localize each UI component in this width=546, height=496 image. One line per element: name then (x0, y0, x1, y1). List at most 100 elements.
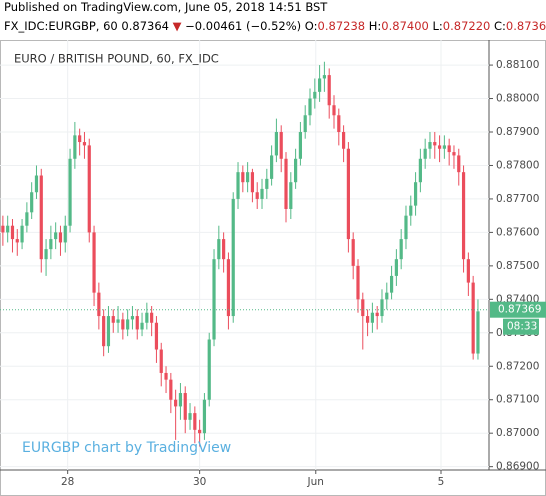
close: 0.87369 (505, 19, 546, 33)
chart-title: EURO / BRITISH POUND, 60, FX_IDC (14, 52, 219, 66)
candle-body (380, 299, 384, 317)
candle-body (409, 205, 413, 216)
candle-body (337, 115, 341, 133)
candle-body (442, 145, 446, 149)
candle-body (375, 312, 379, 317)
candle-body (130, 316, 135, 320)
candle-body (212, 259, 216, 340)
candle-body (140, 322, 144, 330)
candle-body (241, 172, 245, 183)
c-label: C: (494, 19, 506, 33)
candle-body (385, 292, 389, 300)
last-price-label: 0.87369 (498, 304, 541, 316)
published: Published on TradingView.com, June 05, 2… (4, 0, 328, 14)
header: Published on TradingView.com, June 05, 2… (0, 0, 546, 40)
candle-body (437, 145, 442, 149)
candle-body (15, 239, 19, 243)
candle-body (471, 282, 475, 354)
candle-body (303, 115, 307, 133)
candle-body (111, 316, 115, 323)
last-price-box (490, 301, 546, 318)
candle-body (394, 259, 398, 276)
candle-body (164, 372, 168, 380)
candle-body (78, 135, 82, 143)
candle-body (428, 142, 432, 149)
candle-body (447, 145, 451, 153)
candle-body (404, 215, 408, 240)
candle-body (461, 172, 466, 260)
high: 0.87400 (381, 19, 429, 33)
candle-body (6, 225, 10, 233)
candle-body (20, 225, 24, 243)
y-tick-label: 0.87000 (496, 427, 539, 439)
y-tick-label: 0.87800 (496, 159, 539, 171)
y-tick-label: 0.87700 (496, 193, 539, 205)
y-tick-label: 0.88100 (496, 59, 539, 71)
candle-body (102, 316, 106, 347)
candle-body (327, 75, 331, 106)
price: 0.87364 (121, 19, 169, 33)
candle-body (183, 393, 187, 420)
y-tick-label: 0.87200 (496, 360, 539, 372)
candle-body (207, 339, 211, 400)
y-tick-label: 0.87900 (496, 126, 539, 138)
candle-body (226, 259, 231, 317)
candle-body (198, 429, 202, 434)
candle-body (178, 393, 183, 407)
candle-body (44, 249, 48, 260)
candle-body (260, 188, 264, 199)
candle-body (246, 172, 250, 183)
quote-line: FX_IDC:EURGBP, 60 0.87364 ▼ −0.00461 (−0… (4, 19, 546, 33)
candles (0, 61, 489, 447)
candle-body (159, 349, 163, 373)
y-tick-label: 0.87500 (496, 260, 539, 272)
candle-body (255, 192, 259, 199)
candle-body (346, 148, 350, 240)
y-tick-label: 0.88000 (496, 93, 539, 105)
candle-body (25, 212, 29, 226)
y-tick-label: 0.87600 (496, 226, 539, 238)
candle-body (169, 379, 173, 400)
candle-body (193, 413, 197, 430)
candle-body (92, 232, 96, 293)
candle-body (270, 155, 274, 179)
candle-body (58, 232, 63, 243)
candle-body (389, 275, 394, 293)
candle-body (274, 132, 279, 156)
candle-body (236, 172, 240, 199)
candle-body (423, 148, 427, 159)
candle-body (413, 182, 418, 206)
x-tick-label: 30 (193, 476, 206, 488)
x-tick-label: 5 (438, 476, 445, 488)
candle-body (452, 152, 456, 156)
candle-body (135, 316, 139, 330)
symbol: FX_IDC:EURGBP, 60 (4, 19, 118, 33)
candle-body (68, 158, 72, 226)
arrow: ▼ (172, 19, 182, 33)
candle-body (202, 399, 207, 434)
candle-body (433, 142, 437, 146)
low: 0.87220 (442, 19, 491, 33)
countdown: 08:33 (507, 321, 537, 333)
y-tick-label: 0.87100 (496, 394, 539, 406)
candle-body (370, 312, 374, 323)
candle-body (322, 75, 327, 79)
candle-body (231, 198, 235, 317)
candle-body (126, 319, 130, 330)
candle-body (318, 78, 322, 92)
candle-body (39, 175, 43, 260)
candle-body (265, 178, 269, 189)
candle-body (116, 319, 120, 323)
candle-body (174, 399, 178, 407)
open: 0.87238 (317, 19, 366, 33)
y-tick-label: 0.86900 (496, 461, 539, 473)
o-label: O: (304, 19, 318, 33)
candle-body (145, 312, 149, 323)
candle-body (361, 299, 365, 317)
candle-body (217, 239, 221, 260)
candle-body (87, 145, 91, 233)
change: −0.00461 (−0.52%) (185, 19, 302, 33)
candle-body (150, 312, 154, 323)
candle-body (351, 239, 355, 266)
